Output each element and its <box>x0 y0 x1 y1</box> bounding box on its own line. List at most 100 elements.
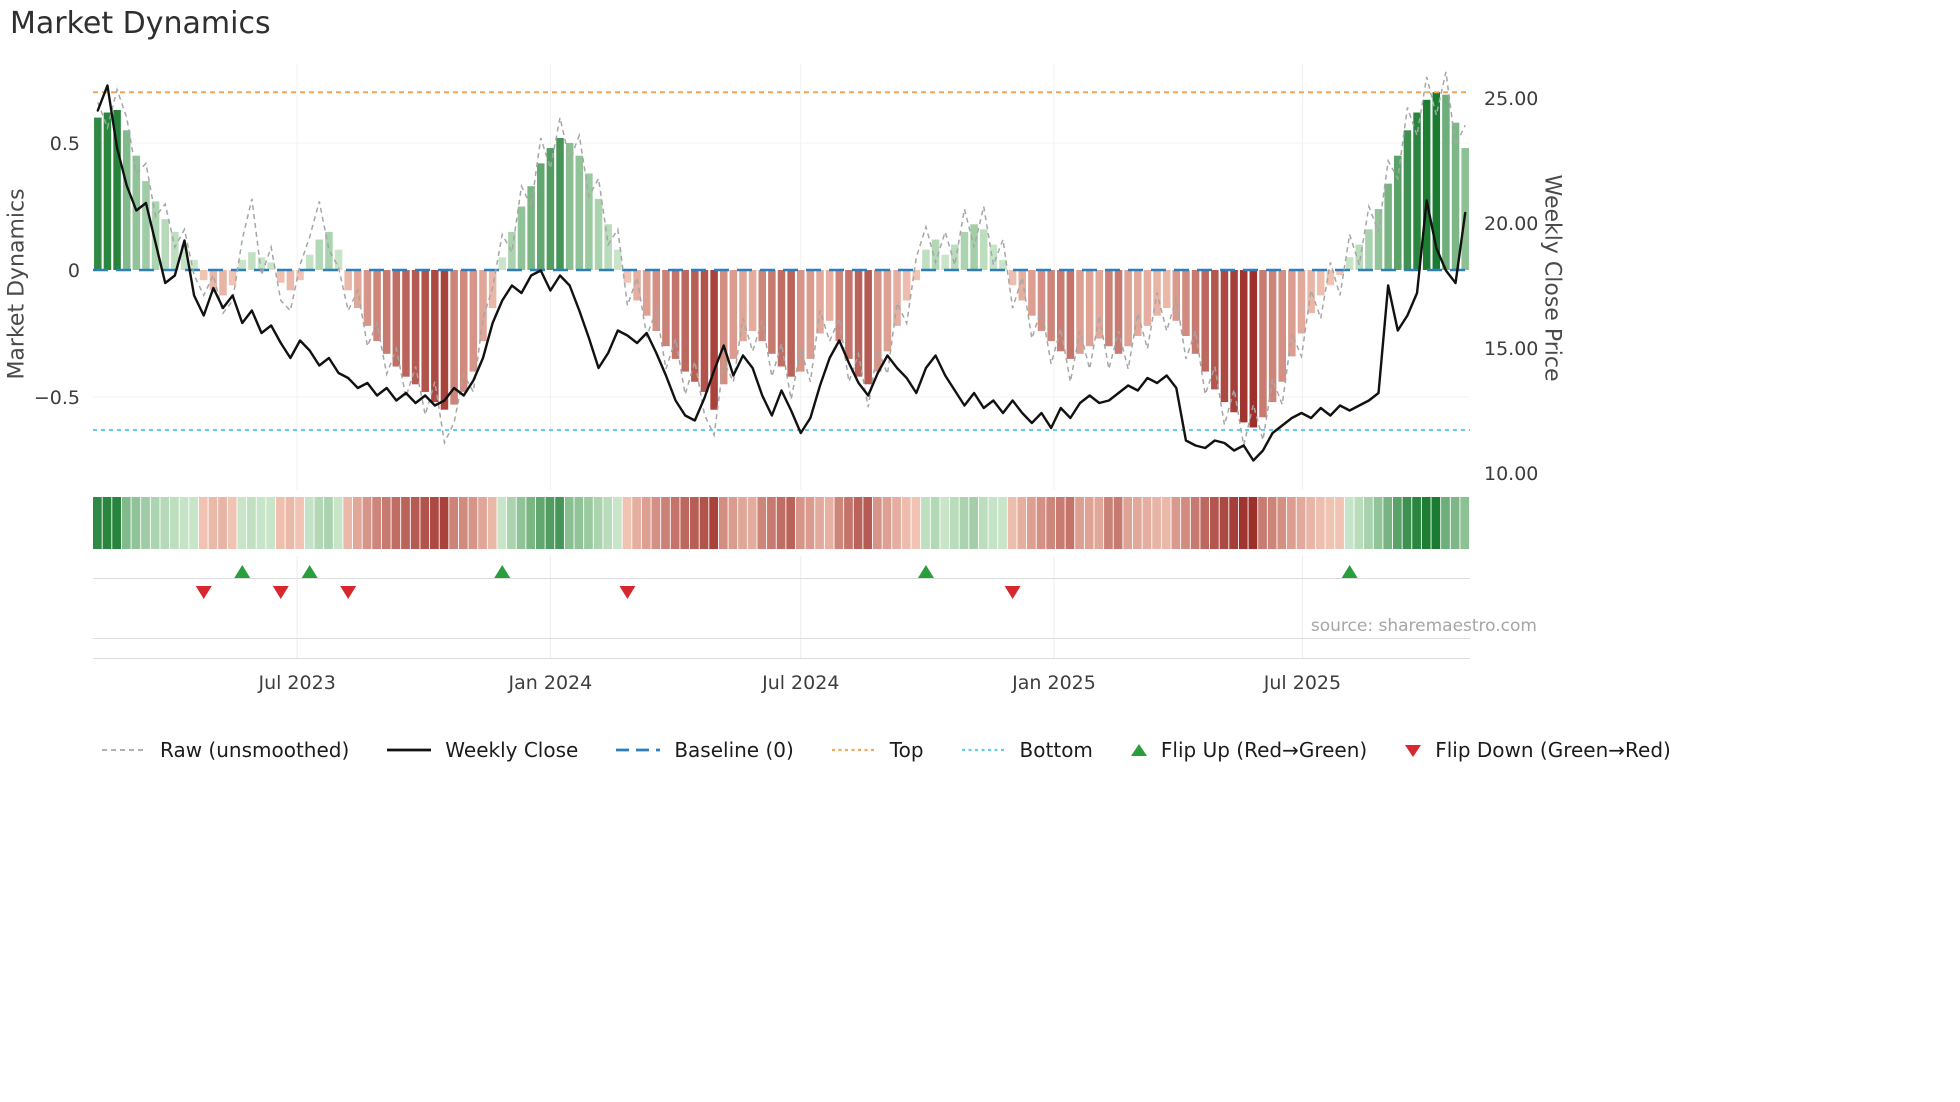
heatmap-cell <box>844 497 853 549</box>
y-tick-label-right: 15.00 <box>1484 338 1538 360</box>
oscillator-bar <box>209 270 218 291</box>
flip-up-triangle <box>1130 744 1147 756</box>
x-tick-label: Jul 2024 <box>761 672 839 694</box>
oscillator-bar <box>1182 270 1190 337</box>
heatmap-cell <box>1036 497 1046 549</box>
oscillator-bar <box>1297 270 1306 334</box>
oscillator-bar <box>1124 270 1132 347</box>
heatmap-cell <box>632 497 641 549</box>
heatmap-cell <box>1152 497 1161 549</box>
heatmap-cell <box>805 497 815 549</box>
y-tick-label-right: 10.00 <box>1484 463 1538 485</box>
oscillator-bar <box>1413 112 1421 271</box>
flip-down-marker <box>619 586 636 599</box>
oscillator-bar <box>363 270 372 326</box>
heatmap-cell <box>1007 497 1017 549</box>
heatmap-cell <box>198 497 208 549</box>
heatmap-cell <box>237 497 247 549</box>
heatmap-cell <box>959 497 969 549</box>
oscillator-bar <box>1172 270 1181 321</box>
oscillator-bar <box>219 270 227 296</box>
legend: Raw (unsmoothed) Weekly Close Baseline (… <box>100 738 1671 762</box>
heatmap-cell <box>1248 497 1258 549</box>
flip-down-marker <box>195 586 212 599</box>
heatmap-cell <box>1171 497 1181 549</box>
oscillator-bar <box>411 270 420 385</box>
oscillator-bar <box>912 270 921 281</box>
heatmap-cell <box>141 497 150 549</box>
heatmap-cell <box>478 497 487 549</box>
heatmap-cell <box>247 497 256 549</box>
heatmap-cell <box>179 497 189 549</box>
heatmap-cell <box>1460 497 1470 549</box>
oscillator-bar <box>1394 155 1402 270</box>
oscillator-bar <box>1432 92 1441 270</box>
heatmap-cell <box>227 497 237 549</box>
oscillator-bar <box>575 155 584 270</box>
oscillator-bar <box>614 249 622 270</box>
oscillator-bar <box>171 231 179 270</box>
heatmap-cell <box>574 497 584 549</box>
bottom-line-swatch <box>961 748 1006 752</box>
heatmap-cell <box>1113 497 1123 549</box>
oscillator-bar <box>132 155 141 270</box>
oscillator-bar <box>315 239 324 270</box>
oscillator-bar <box>941 254 949 270</box>
oscillator-bar <box>1028 270 1036 316</box>
oscillator-bar <box>797 270 805 372</box>
heatmap-cell <box>112 497 121 549</box>
oscillator-bar <box>777 270 786 367</box>
oscillator-bar <box>1230 270 1238 413</box>
oscillator-bar <box>565 143 574 270</box>
oscillator-bar <box>161 219 169 270</box>
heatmap-cell <box>516 497 526 549</box>
oscillator-bar <box>1268 270 1277 403</box>
heatmap-cell <box>256 497 266 549</box>
heatmap-cell <box>699 497 709 549</box>
heatmap-cell <box>545 497 555 549</box>
heatmap-cell <box>1046 497 1056 549</box>
oscillator-bar <box>373 270 381 342</box>
oscillator-bar <box>325 231 333 270</box>
heatmap-cell <box>1017 497 1027 549</box>
heatmap-cell <box>381 497 391 549</box>
heatmap-cell <box>1229 497 1238 549</box>
oscillator-bar <box>257 257 266 270</box>
y-tick-label-left: −0.5 <box>34 387 80 409</box>
oscillator-bar <box>199 270 208 281</box>
heatmap-cell <box>1450 497 1460 549</box>
oscillator-bar <box>1211 270 1219 390</box>
oscillator-bar <box>382 270 391 354</box>
heatmap-cell <box>449 497 459 549</box>
oscillator-bar <box>1162 270 1171 309</box>
heatmap-cell <box>786 497 796 549</box>
heatmap-cell <box>266 497 276 549</box>
heatmap-cell <box>969 497 979 549</box>
flip-down-triangle <box>1405 745 1422 757</box>
oscillator-bar <box>845 270 853 359</box>
flip-down-marker <box>340 586 357 599</box>
flip-up-triangle-icon <box>1130 744 1147 756</box>
heatmap-cell <box>651 497 661 549</box>
heatmap-cell <box>584 497 593 549</box>
heatmap-cell <box>882 497 892 549</box>
oscillator-bar <box>1336 270 1344 276</box>
heatmap-cell <box>218 497 227 549</box>
oscillator-bar <box>1114 270 1123 354</box>
oscillator-bar <box>594 198 603 270</box>
oscillator-bar <box>546 148 555 270</box>
oscillator-bar <box>883 270 892 352</box>
heatmap-cell <box>680 497 690 549</box>
heatmap-cell <box>593 497 603 549</box>
heatmap-cell <box>690 497 699 549</box>
heatmap-cell <box>507 497 516 549</box>
oscillator-bar <box>344 270 352 291</box>
oscillator-bar <box>652 270 661 331</box>
oscillator-bar <box>1076 270 1084 354</box>
oscillator-bar <box>633 270 641 301</box>
flip-up-marker <box>234 565 251 578</box>
oscillator-bar <box>228 270 237 286</box>
heatmap-cell <box>102 497 112 549</box>
flip-up-marker <box>301 565 318 578</box>
oscillator-bar <box>864 270 872 385</box>
